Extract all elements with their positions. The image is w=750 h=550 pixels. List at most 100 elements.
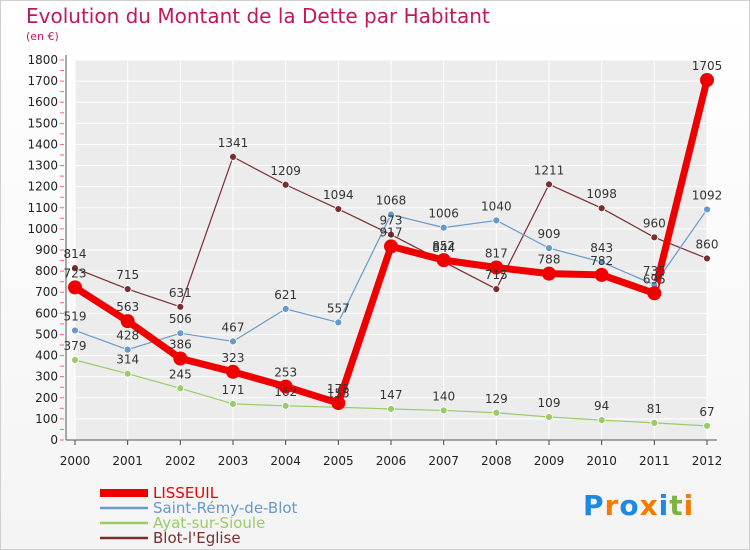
data-point <box>229 337 237 346</box>
x-tick-label: 2008 <box>481 454 512 468</box>
data-label: 782 <box>590 254 613 268</box>
data-point <box>281 180 290 189</box>
data-label: 81 <box>647 402 662 416</box>
data-point <box>387 405 395 413</box>
data-point <box>71 264 79 273</box>
data-label: 379 <box>64 339 87 353</box>
data-point <box>334 318 343 327</box>
y-tick-label: 200 <box>35 391 58 405</box>
x-tick-label: 2006 <box>376 454 407 468</box>
data-label: 960 <box>643 216 666 230</box>
data-point <box>229 399 237 408</box>
data-label: 843 <box>590 241 613 255</box>
y-tick-label: 0 <box>50 433 58 447</box>
data-point <box>123 369 132 378</box>
logo-letter: x <box>639 489 659 522</box>
data-label: 140 <box>432 389 455 403</box>
data-label: 1068 <box>376 194 407 208</box>
data-point <box>597 204 606 213</box>
data-label: 557 <box>327 301 350 315</box>
y-tick-label: 1400 <box>27 137 58 151</box>
data-label: 723 <box>64 266 87 280</box>
data-point <box>439 223 448 232</box>
y-tick-label: 300 <box>35 370 58 384</box>
data-label: 715 <box>116 268 139 282</box>
y-tick-label: 1500 <box>27 116 58 130</box>
data-point <box>492 285 501 293</box>
x-tick-label: 2003 <box>218 454 249 468</box>
data-point <box>545 244 553 253</box>
data-point <box>176 329 185 338</box>
data-label: 67 <box>699 405 714 419</box>
x-tick-label: 2000 <box>60 454 91 468</box>
data-label: 1040 <box>481 199 512 213</box>
data-point <box>176 302 185 311</box>
data-label: 109 <box>538 396 561 410</box>
data-point <box>542 266 556 281</box>
data-point <box>226 364 240 379</box>
logo-letter: i <box>683 489 695 522</box>
legend-label: LISSEUIL <box>153 484 219 502</box>
x-tick-label: 2004 <box>270 454 301 468</box>
y-tick-label: 400 <box>35 349 58 363</box>
data-point <box>650 418 659 427</box>
data-point <box>71 356 79 364</box>
data-point <box>545 180 553 189</box>
data-label: 1705 <box>692 59 723 73</box>
y-tick-label: 100 <box>35 412 58 426</box>
data-point <box>173 351 188 366</box>
data-point <box>334 205 343 213</box>
data-label: 563 <box>116 300 139 314</box>
data-point <box>436 253 451 268</box>
data-point <box>489 260 504 275</box>
y-tick-label: 1200 <box>27 180 58 194</box>
data-label: 1098 <box>586 187 617 201</box>
data-point <box>597 416 606 425</box>
data-label: 621 <box>274 288 297 302</box>
legend-label: Blot-l'Eglise <box>153 529 241 547</box>
data-label: 917 <box>380 225 403 239</box>
data-label: 715 <box>485 268 508 282</box>
y-tick-label: 1100 <box>27 201 58 215</box>
data-point <box>384 239 398 254</box>
x-tick-label: 2007 <box>428 454 459 468</box>
data-label: 1341 <box>218 136 249 150</box>
data-label: 814 <box>64 247 87 261</box>
data-point <box>68 280 82 295</box>
x-tick-label: 2012 <box>692 454 723 468</box>
data-label: 1092 <box>692 188 723 202</box>
data-label: 860 <box>696 237 719 251</box>
data-point <box>647 286 662 301</box>
data-label: 386 <box>169 338 192 352</box>
x-tick-label: 2001 <box>112 454 143 468</box>
data-label: 147 <box>380 388 403 402</box>
data-point <box>123 345 132 354</box>
y-tick-label: 1000 <box>27 222 58 236</box>
logo-letter: o <box>619 489 640 522</box>
data-label: 171 <box>222 383 245 397</box>
data-point <box>281 304 290 313</box>
data-label: 428 <box>116 329 139 343</box>
y-tick-label: 1600 <box>27 95 58 109</box>
data-label: 973 <box>380 214 403 228</box>
data-point <box>387 230 395 239</box>
data-point <box>176 384 185 393</box>
data-point <box>492 216 501 225</box>
x-tick-label: 2011 <box>639 454 670 468</box>
data-label: 695 <box>643 272 666 286</box>
data-label: 162 <box>274 385 297 399</box>
data-label: 844 <box>432 241 455 255</box>
data-label: 631 <box>169 286 192 300</box>
data-label: 788 <box>538 253 561 267</box>
logo-letter: r <box>604 489 620 522</box>
data-label: 506 <box>169 312 192 326</box>
data-label: 909 <box>538 227 561 241</box>
data-point <box>650 233 659 242</box>
legend-label: Ayat-sur-Sioule <box>153 514 265 532</box>
data-label: 94 <box>594 399 609 413</box>
y-tick-label: 1800 <box>27 53 58 67</box>
data-label: 817 <box>485 247 508 261</box>
y-tick-label: 700 <box>35 285 58 299</box>
data-point <box>594 267 609 282</box>
